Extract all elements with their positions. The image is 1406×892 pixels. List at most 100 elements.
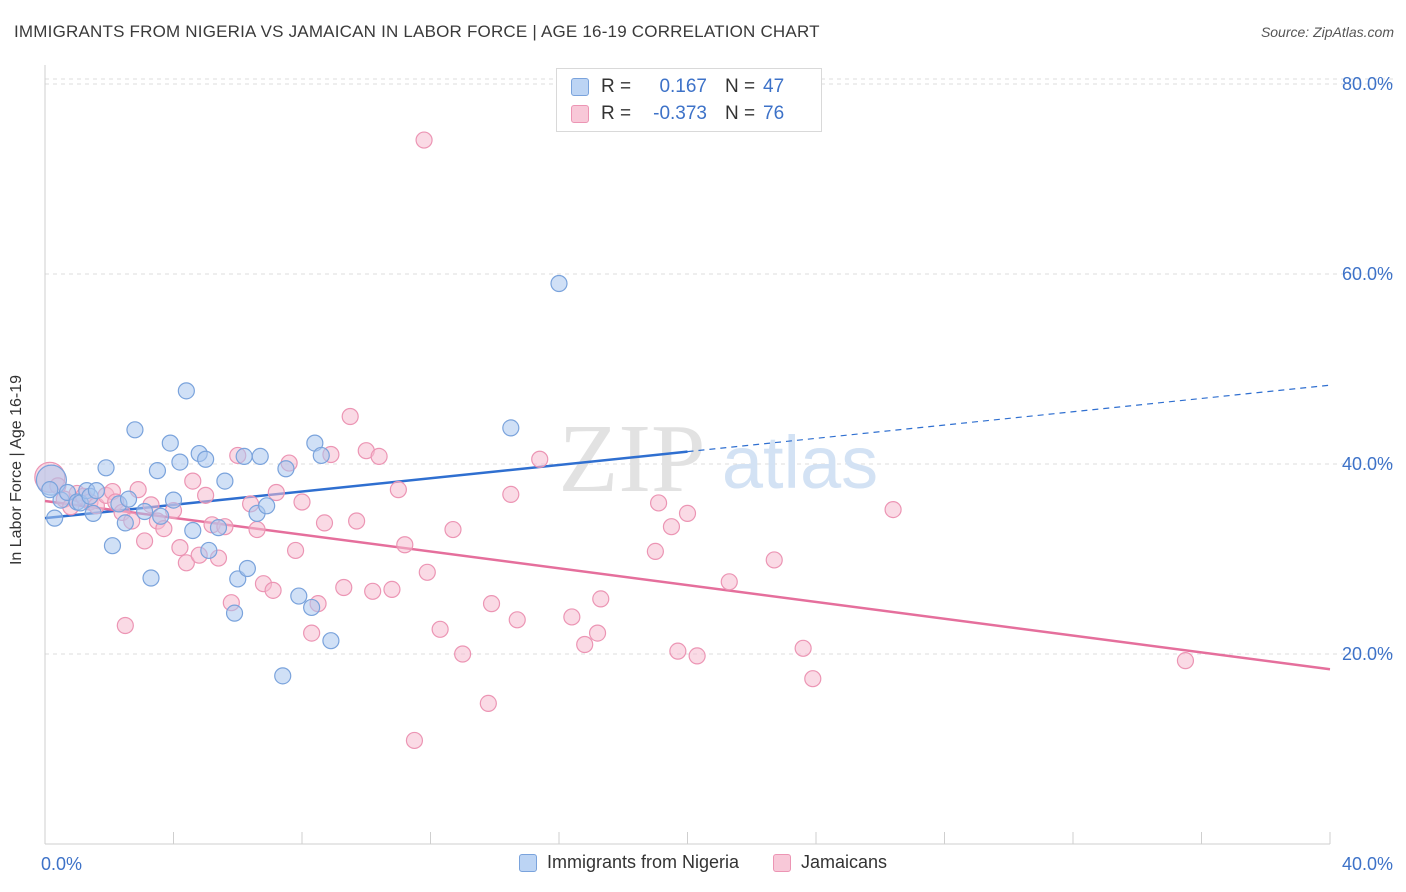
nigeria-point [274, 667, 292, 685]
legend-n-value: 76 [763, 103, 785, 124]
source-note: Source: ZipAtlas.com [1260, 24, 1394, 40]
watermark-zip: ZIP [559, 405, 706, 513]
watermark-atlas: atlas [722, 421, 878, 504]
tick-labels: 20.0% 40.0% 60.0% 80.0% 0.0% 40.0% [41, 74, 1393, 874]
legend-row-jamaicans: R = -0.373 N = 76 [571, 102, 784, 126]
chart-title: IMMIGRANTS FROM NIGERIA VS JAMAICAN IN L… [14, 22, 820, 41]
nigeria-point [119, 490, 138, 508]
nigeria-point [152, 507, 170, 525]
nigeria-point [209, 519, 228, 537]
nigeria-point [177, 382, 195, 400]
jamaican-point [794, 639, 812, 657]
y-tick-label: 80.0% [1342, 74, 1393, 94]
jamaican-point [576, 635, 594, 654]
nigeria-point [171, 453, 189, 471]
nigeria-point [322, 632, 340, 650]
jamaican-point [765, 551, 783, 569]
jamaican-point [431, 620, 449, 638]
nigeria-point [161, 434, 179, 452]
jamaican-point [720, 573, 738, 591]
jamaican-point [364, 582, 382, 600]
legend-r-label: R = [601, 103, 632, 124]
jamaican-point [678, 504, 697, 523]
jamaican-point [264, 581, 282, 599]
series-swatch-blue [518, 853, 537, 872]
nigeria-point [258, 497, 276, 515]
jamaican-point [418, 563, 436, 581]
jamaican-point [315, 514, 334, 532]
x-tick-label: 40.0% [1342, 854, 1393, 874]
jamaican-point [454, 645, 472, 663]
nigeria-point [251, 447, 269, 465]
jamaican-point [116, 616, 134, 635]
jamaican-point [341, 407, 359, 426]
legend-row-nigeria: R = 0.167 N = 47 [571, 75, 784, 99]
jamaican-point [135, 532, 154, 550]
nigeria-point [41, 481, 59, 499]
nigeria-point [116, 514, 134, 532]
legend-swatch-pink [571, 105, 589, 123]
nigeria-point [103, 537, 122, 555]
jamaican-point [588, 624, 607, 642]
jamaican-point [177, 554, 195, 572]
correlation-legend: R = 0.167 N = 47 R = -0.373 N = 76 [556, 68, 822, 132]
jamaican-point [502, 485, 520, 503]
jamaican-point [531, 450, 549, 468]
legend-swatch-blue [571, 78, 589, 96]
data-points [34, 131, 1195, 750]
series-legend-jamaicans: Jamaicans [773, 852, 887, 873]
jamaican-point [479, 694, 497, 713]
jamaican-point [389, 481, 407, 499]
jamaican-point [804, 670, 822, 688]
nigeria-point [84, 504, 102, 523]
y-tick-label: 40.0% [1342, 454, 1393, 474]
jamaican-point [370, 447, 388, 465]
jamaican-point [293, 493, 311, 511]
trend-line-extension [687, 384, 1331, 453]
jamaican-point [197, 486, 215, 504]
nigeria-point [142, 569, 160, 587]
jamaican-point [335, 578, 353, 597]
jamaican-point [171, 538, 189, 557]
nigeria-point [550, 274, 568, 293]
y-tick-label: 20.0% [1342, 644, 1393, 664]
nigeria-point [225, 604, 244, 622]
legend-n-label: N = [725, 103, 756, 124]
legend-n-value: 47 [763, 76, 785, 97]
series-legend-nigeria: Immigrants from Nigeria [518, 852, 739, 873]
nigeria-point [216, 472, 234, 490]
nigeria-point [197, 450, 215, 468]
series-swatch-pink [773, 853, 791, 872]
legend-r-value: -0.373 [653, 103, 707, 124]
y-tick-label: 60.0% [1342, 264, 1393, 284]
jamaican-point [662, 518, 681, 536]
nigeria-point [238, 559, 256, 578]
nigeria-point [46, 509, 64, 527]
x-tick-label: 0.0% [41, 854, 82, 874]
jamaican-point [592, 590, 610, 608]
jamaican-point [482, 595, 501, 613]
nigeria-point [135, 502, 154, 521]
jamaican-point [405, 731, 424, 750]
series-legend-label: Immigrants from Nigeria [546, 852, 739, 872]
jamaican-point [649, 494, 668, 512]
nigeria-point [87, 482, 106, 500]
nigeria-point [126, 421, 144, 439]
nigeria-point [97, 459, 115, 477]
jamaican-point [286, 541, 305, 560]
axes [44, 65, 1331, 845]
jamaican-point [383, 580, 401, 599]
jamaican-point [669, 642, 687, 660]
nigeria-point [290, 587, 308, 605]
jamaican-point [415, 131, 433, 149]
series-legend: Immigrants from Nigeria Jamaicans [0, 852, 1406, 873]
jamaican-point [348, 512, 366, 530]
nigeria-point [184, 521, 202, 540]
nigeria-point [200, 541, 218, 560]
jamaican-point [184, 472, 202, 490]
jamaican-point [688, 647, 706, 665]
nigeria-point [502, 419, 520, 437]
jamaican-point [646, 542, 664, 561]
jamaican-point [884, 501, 902, 519]
nigeria-point [312, 446, 330, 465]
